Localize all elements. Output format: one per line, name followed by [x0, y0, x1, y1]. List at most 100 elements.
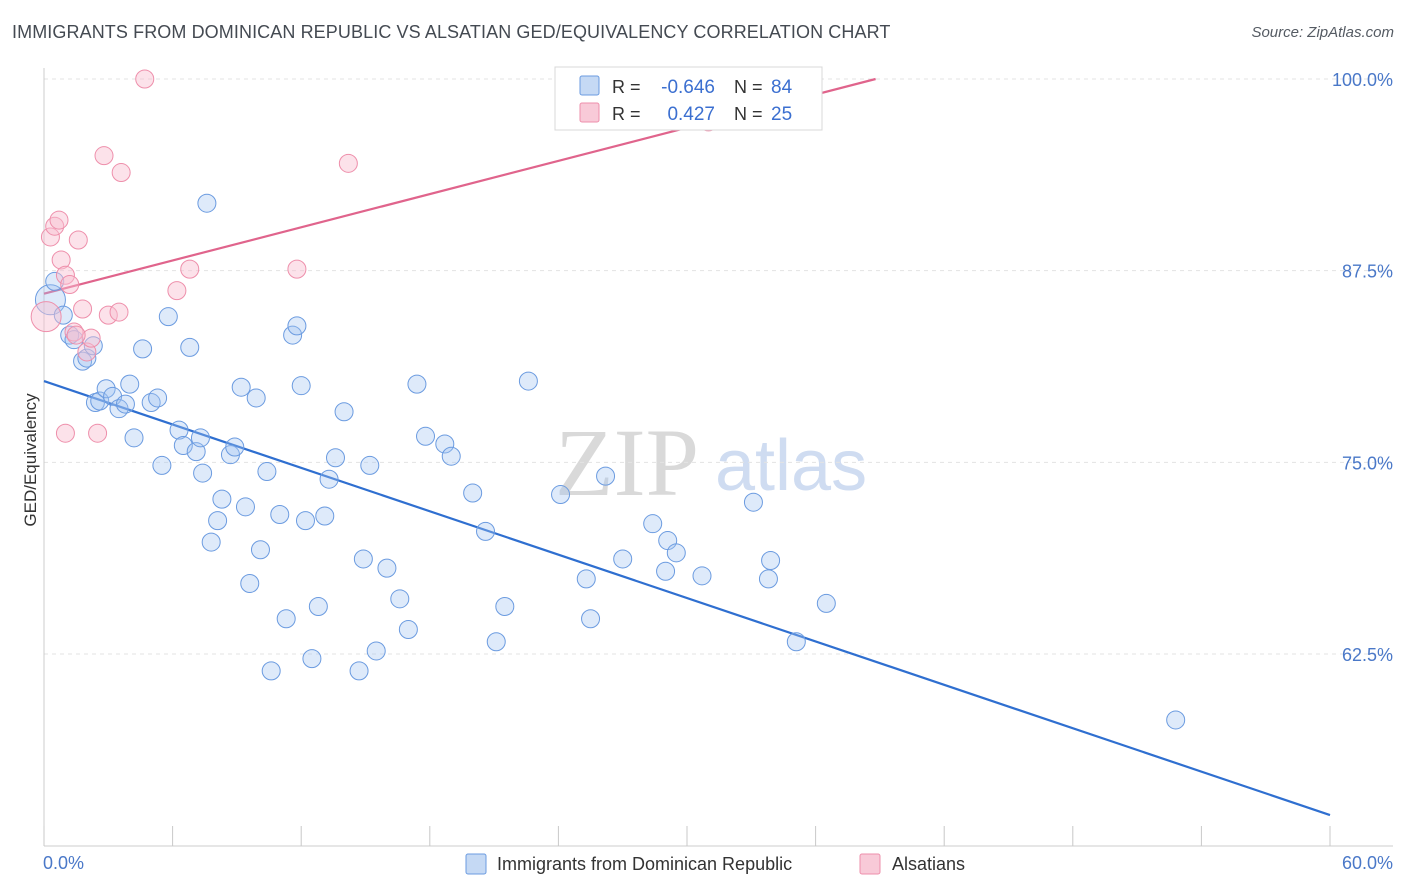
point-dominican-44 [295, 511, 315, 531]
point-dominican-62 [463, 483, 483, 503]
point-dominican-54 [366, 641, 386, 661]
y-tick-label-1: 75.0% [1342, 453, 1393, 473]
point-alsatian-8 [64, 322, 84, 342]
point-dominican-28 [208, 511, 228, 531]
source-label: Source: ZipAtlas.com [1251, 24, 1394, 41]
legend-n-value-2: 25 [771, 104, 792, 125]
point-dominican-59 [416, 426, 436, 446]
legend-r-label-2: R = [612, 104, 641, 124]
point-dominican-72 [643, 514, 663, 534]
point-alsatian-9 [68, 230, 88, 250]
point-dominican-29 [212, 489, 232, 509]
legend-label-dominican: Immigrants from Dominican Republic [497, 854, 792, 874]
point-alsatian-15 [98, 305, 118, 325]
point-alsatian-19 [167, 281, 187, 301]
point-dominican-35 [246, 388, 266, 408]
point-dominican-81 [816, 593, 836, 613]
point-dominican-38 [261, 661, 281, 681]
stats-legend: R = -0.646 N = 84 R = 0.427 N = 25 [554, 66, 823, 131]
point-alsatian-12 [81, 328, 101, 348]
point-alsatian-13 [88, 423, 108, 443]
point-alsatian-21 [287, 259, 307, 279]
point-dominican-42 [287, 316, 307, 336]
point-dominican-36 [250, 540, 270, 560]
point-dominican-68 [576, 569, 596, 589]
point-dominican-41 [283, 325, 303, 345]
point-dominican-47 [315, 506, 335, 526]
data-points [30, 69, 1186, 730]
point-dominican-2 [53, 305, 73, 325]
y-tick-labels: 62.5% 75.0% 87.5% 100.0% [1332, 70, 1393, 665]
point-dominican-51 [349, 661, 369, 681]
legend-r-label-1: R = [612, 77, 641, 97]
point-dominican-43 [291, 376, 311, 396]
point-dominican-50 [334, 402, 354, 422]
point-dominican-82 [1166, 710, 1186, 730]
point-dominican-67 [551, 485, 571, 505]
legend-swatch-blue [579, 75, 600, 96]
point-dominican-64 [486, 632, 506, 652]
point-dominican-79 [761, 550, 781, 570]
point-dominican-27 [201, 532, 221, 552]
point-alsatian-17 [111, 163, 131, 183]
point-alsatian-5 [55, 265, 75, 285]
y-tick-label-0: 62.5% [1342, 645, 1393, 665]
point-dominican-39 [270, 504, 290, 524]
point-alsatian-10 [73, 299, 93, 319]
watermark-atlas: atlas [715, 426, 867, 506]
point-dominican-77 [743, 492, 763, 512]
point-dominican-45 [302, 649, 322, 669]
legend-swatch-dominican [465, 853, 487, 875]
axes [43, 68, 1393, 847]
point-dominican-69 [581, 609, 601, 629]
point-dominican-9 [90, 391, 110, 411]
point-dominican-31 [225, 437, 245, 457]
point-dominican-6 [77, 348, 97, 368]
y-tick-label-3: 100.0% [1332, 70, 1393, 90]
point-dominican-52 [353, 549, 373, 569]
point-dominican-13 [115, 394, 135, 414]
point-dominican-34 [240, 573, 260, 593]
point-alsatian-14 [94, 146, 114, 166]
point-alsatian-6 [60, 274, 80, 294]
point-dominican-25 [193, 463, 213, 483]
point-dominican-37 [257, 462, 277, 482]
point-dominican-83 [190, 428, 210, 448]
legend-swatch-alsatians [859, 853, 881, 875]
point-dominican-16 [133, 339, 153, 359]
point-alsatian-0 [30, 301, 62, 333]
point-dominican-46 [308, 596, 328, 616]
point-dominican-71 [613, 549, 633, 569]
legend-r-value-2: 0.427 [667, 104, 715, 125]
point-dominican-76 [692, 566, 712, 586]
point-dominican-53 [360, 455, 380, 475]
point-dominican-65 [495, 596, 515, 616]
point-dominican-33 [235, 497, 255, 517]
point-alsatian-22 [338, 153, 358, 173]
point-dominican-61 [441, 446, 461, 466]
series-legend: Immigrants from Dominican Republic Alsat… [465, 853, 965, 875]
x-tick-label-min: 0.0% [43, 853, 84, 873]
point-alsatian-1 [40, 227, 60, 247]
point-dominican-58 [407, 374, 427, 394]
point-alsatian-3 [49, 210, 69, 230]
point-dominican-73 [656, 561, 676, 581]
legend-n-value-1: 84 [771, 77, 793, 98]
legend-r-value-1: -0.646 [661, 77, 715, 98]
point-dominican-1 [45, 271, 65, 291]
point-dominican-32 [231, 377, 251, 397]
point-dominican-40 [276, 609, 296, 629]
point-dominican-60 [435, 434, 455, 454]
y-tick-label-2: 87.5% [1342, 262, 1393, 282]
point-dominican-10 [96, 379, 116, 399]
watermark-zip: ZIP [555, 409, 699, 516]
point-dominican-66 [518, 371, 538, 391]
legend-swatch-pink [579, 102, 600, 123]
point-dominican-48 [319, 469, 339, 489]
point-dominican-19 [152, 455, 172, 475]
point-dominican-20 [158, 307, 178, 327]
point-dominican-80 [786, 632, 806, 652]
grid-lines [44, 78, 1393, 655]
point-dominican-57 [398, 619, 418, 639]
legend-label-alsatians: Alsatians [892, 854, 965, 874]
